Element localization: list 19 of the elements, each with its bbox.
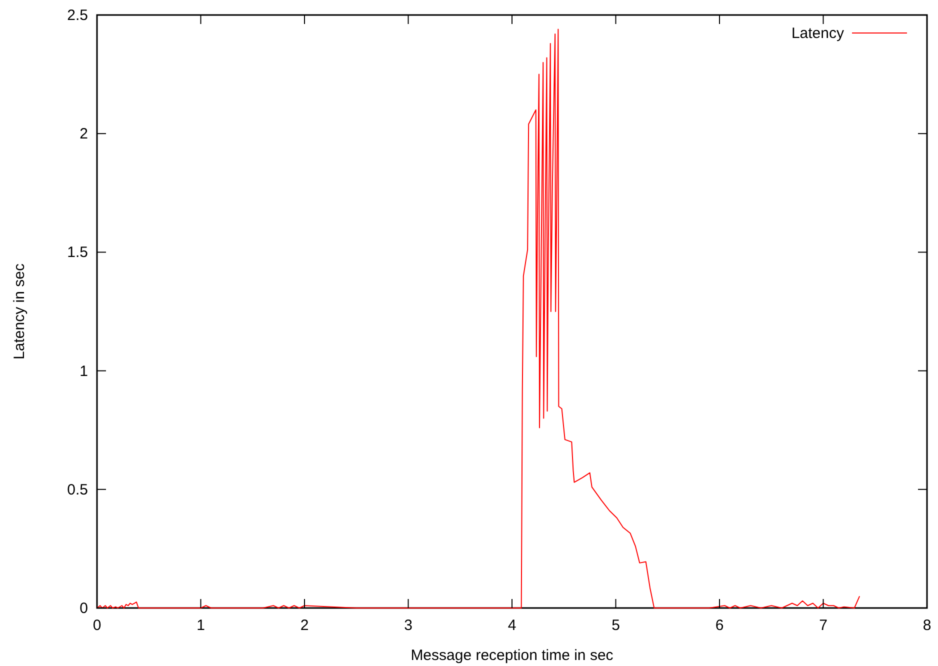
- x-tick-label: 4: [508, 617, 516, 634]
- y-tick-label: 1: [80, 362, 88, 380]
- x-axis-title: Message reception time in sec: [410, 647, 614, 664]
- y-tick-label: 2: [80, 126, 88, 143]
- x-tick-label: 1: [196, 617, 205, 634]
- x-tick-label: 0: [92, 617, 102, 634]
- y-tick-label: 1.5: [67, 244, 88, 262]
- x-tick-label: 3: [404, 617, 412, 634]
- x-tick-label: 2: [300, 617, 309, 634]
- y-axis-title: Latency in sec: [11, 263, 28, 360]
- legend-label: Latency: [791, 25, 844, 42]
- x-tick-label: 6: [715, 617, 724, 634]
- y-tick-label: 0: [80, 600, 88, 617]
- y-tick-label: 0.5: [67, 481, 88, 498]
- y-tick-label: 2.5: [67, 7, 88, 24]
- x-tick-label: 7: [819, 617, 828, 634]
- line-series: [96, 28, 860, 608]
- x-tick-label: 5: [612, 617, 620, 634]
- x-tick-label: 8: [922, 617, 932, 634]
